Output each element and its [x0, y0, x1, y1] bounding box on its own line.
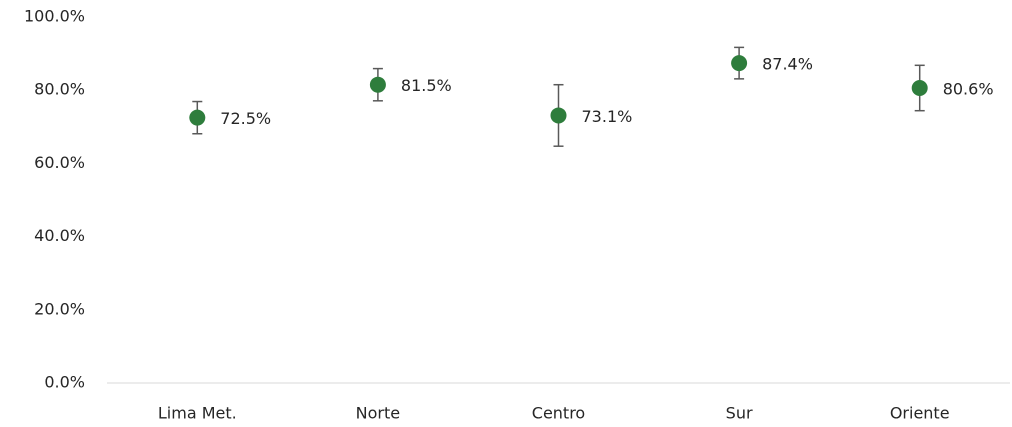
- y-tick-label: 80.0%: [34, 80, 85, 99]
- data-label: 72.5%: [220, 109, 271, 128]
- data-label: 81.5%: [401, 76, 452, 95]
- x-tick-label: Oriente: [890, 404, 950, 423]
- data-label: 80.6%: [943, 80, 994, 99]
- data-label: 73.1%: [582, 107, 633, 126]
- dot: [369, 76, 386, 93]
- y-tick-label: 100.0%: [24, 7, 85, 26]
- y-tick-label: 0.0%: [44, 373, 85, 392]
- x-tick-label: Sur: [726, 404, 753, 423]
- y-tick-label: 20.0%: [34, 299, 85, 318]
- dot: [189, 109, 206, 126]
- dot: [731, 55, 748, 72]
- dot: [911, 80, 928, 97]
- y-tick-label: 40.0%: [34, 226, 85, 245]
- x-tick-label: Norte: [356, 404, 400, 423]
- dot: [550, 107, 567, 124]
- x-tick-label: Lima Met.: [158, 404, 237, 423]
- y-tick-label: 60.0%: [34, 153, 85, 172]
- x-tick-label: Centro: [532, 404, 585, 423]
- data-label: 87.4%: [762, 55, 813, 74]
